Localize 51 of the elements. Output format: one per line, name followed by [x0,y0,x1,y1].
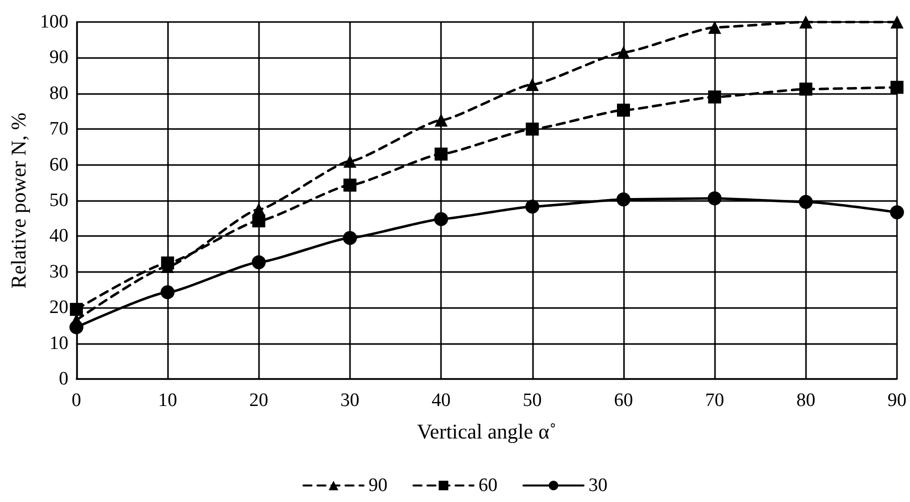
point [434,114,448,127]
x-tick-label: 30 [340,390,360,411]
y-tick-label: 50 [49,190,68,211]
x-tick-label: 20 [249,390,268,411]
x-tick-label: 0 [72,390,82,411]
y-tick-label: 80 [49,82,68,104]
y-tick-label: 10 [49,332,68,354]
point [343,154,356,168]
y-tick-label: 40 [49,226,68,247]
x-tick-label: 90 [888,390,906,411]
x-axis-title: Vertical angle α˚ [417,420,556,444]
point [434,148,448,161]
point [70,302,83,316]
point [890,16,904,28]
y-tick-label: 100 [40,12,68,32]
legend-label: 30 [588,475,608,496]
point [708,191,722,206]
point [252,255,266,270]
point [616,46,630,59]
point [799,16,812,28]
x-tick-label: 60 [614,390,633,411]
y-tick-label: 90 [49,47,68,68]
point [616,192,630,206]
point [434,212,448,226]
legend-label: 90 [368,475,388,496]
point [343,178,356,192]
point [525,200,540,214]
point [890,80,904,94]
point [160,285,175,300]
point [798,194,813,209]
x-tick-label: 10 [158,390,178,411]
point [526,78,539,91]
point [708,90,722,104]
point [526,122,539,136]
point [616,104,630,117]
point [799,82,812,96]
y-tick-label: 20 [49,297,68,318]
point [342,230,357,245]
point [890,205,904,220]
x-tick-label: 70 [705,390,724,411]
y-tick-label: 60 [49,154,68,176]
y-tick-label: 30 [49,261,68,282]
y-axis-title: Relative power N, % [6,112,30,289]
legend-label: 60 [478,475,498,496]
x-tick-label: 50 [522,390,542,411]
x-tick-label: 80 [796,390,816,411]
y-tick-label: 0 [58,368,68,390]
x-tick-label: 40 [432,390,451,411]
y-tick-label: 70 [49,118,68,140]
point [252,202,266,216]
point [708,20,722,34]
